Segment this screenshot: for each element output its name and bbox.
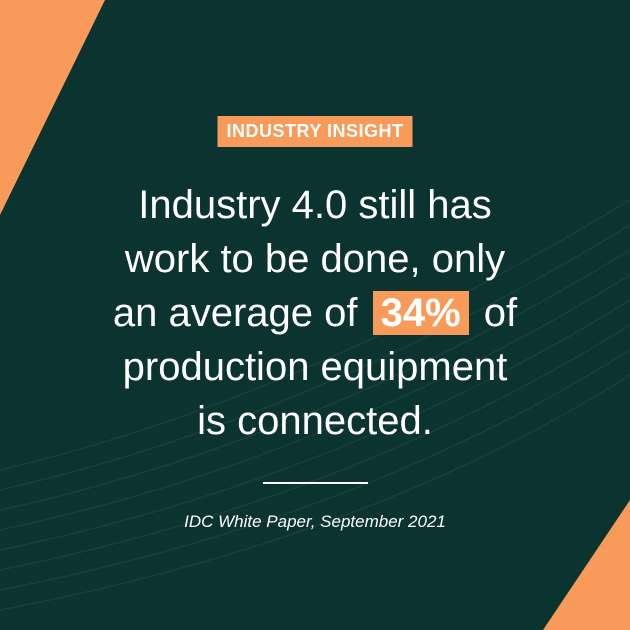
badge: INDUSTRY INSIGHT <box>217 116 413 147</box>
quote-line: is connected. <box>0 394 630 448</box>
source: IDC White Paper, September 2021 <box>184 512 446 531</box>
quote-text: an average of <box>112 291 358 335</box>
quote-text: of <box>483 291 518 335</box>
quote-text: is connected. <box>197 399 433 443</box>
divider <box>263 482 368 484</box>
quote-text: Industry 4.0 still has <box>138 183 492 227</box>
quote-line: production equipment <box>0 340 630 394</box>
quote-line: Industry 4.0 still has <box>0 178 630 232</box>
quote-text: work to be done, only <box>124 237 506 281</box>
quote: Industry 4.0 still has work to be done, o… <box>0 178 630 448</box>
quote-text: production equipment <box>122 345 508 389</box>
quote-line: an average of 34% of <box>0 286 630 340</box>
highlight: 34% <box>372 291 469 335</box>
quote-line: work to be done, only <box>0 232 630 286</box>
